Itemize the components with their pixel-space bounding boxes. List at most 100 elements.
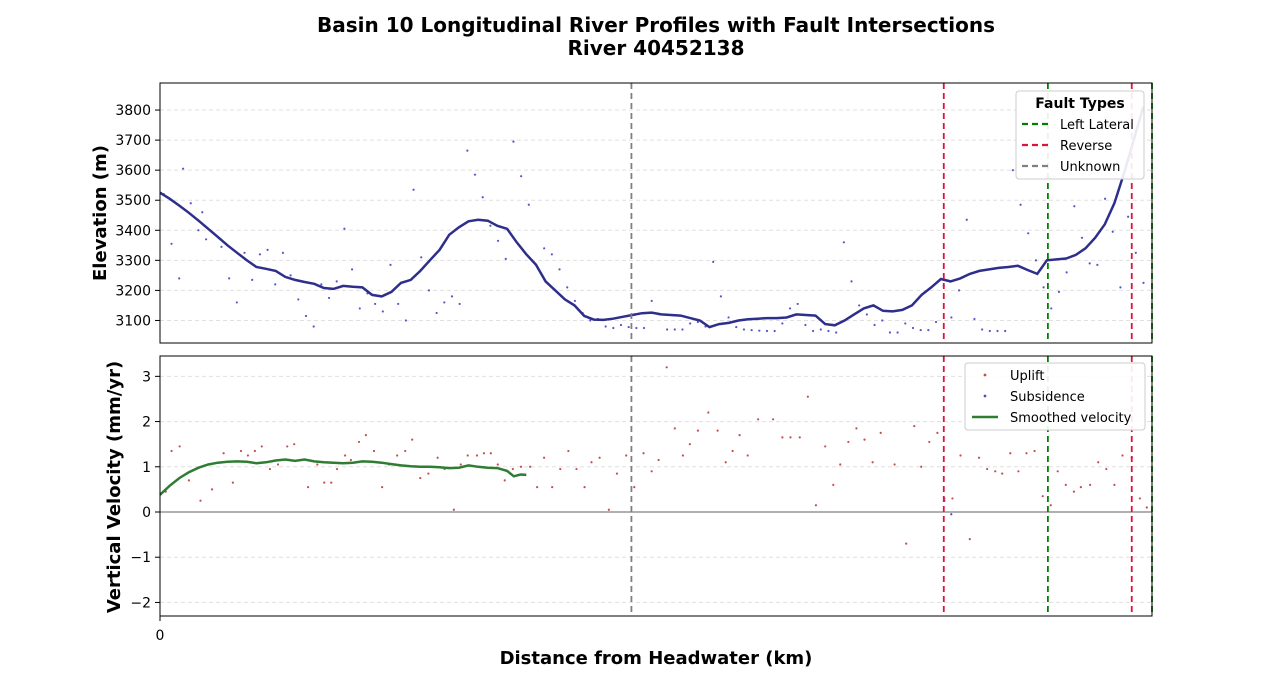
elevation-y-tick-label: 3400 [115,223,151,239]
uplift-point [222,452,225,455]
uplift-point [642,452,645,455]
elevation-point [312,325,315,328]
elevation-y-tick-label: 3200 [115,283,151,299]
elevation-point [358,307,361,310]
elevation-point [343,227,346,230]
elevation-point [573,299,577,303]
uplift-point [806,395,809,398]
elevation-point [420,256,423,259]
elevation-point [427,289,431,292]
fault-legend-entries: Left Lateral Reverse Unknown [1022,118,1134,175]
elevation-point [965,218,968,221]
elevation-point [804,323,807,327]
uplift-point [178,445,181,448]
elevation-point [297,298,300,301]
elevation-point [473,173,477,176]
uplift-point [511,467,514,471]
uplift-point [598,456,601,459]
elevation-point [466,149,469,152]
elevation-point [1111,230,1114,233]
elevation-point [512,140,515,143]
velocity-y-label: Vertical Velocity (mm/yr) [104,361,125,613]
uplift-point [1079,486,1082,489]
smoothed-velocity-line [159,458,527,496]
elevation-point [281,251,285,254]
elevation-point [904,322,907,325]
elevation-point [1011,169,1014,172]
elevation-point [235,301,238,304]
elevation-point [397,302,400,306]
uplift-point [959,454,962,457]
chart-title-line2: River 40452138 [567,36,744,60]
uplift-point [1001,472,1004,475]
uplift-point [968,538,971,541]
elevation-point [1080,236,1084,239]
x-tick-label-0: 0 [156,628,165,644]
uplift-point [260,445,263,448]
uplift-point [529,465,532,468]
elevation-point [927,328,930,332]
elevation-point [228,277,231,280]
elevation-point [1134,251,1137,254]
velocity-y-tick-label: 0 [142,505,151,521]
fault-legend-label: Reverse [1060,139,1112,154]
elevation-point [527,203,530,206]
elevation-y-tick-label: 3600 [115,163,151,179]
uplift-point [199,499,202,502]
uplift-point [246,454,250,457]
elevation-point [881,319,884,322]
elevation-point [443,301,446,304]
uplift-point [253,449,256,453]
uplift-point [475,454,479,457]
uplift-point [349,458,352,462]
uplift-point [832,483,835,486]
uplift-point [542,456,546,459]
fault-legend-box [1015,90,1145,180]
uplift-point [673,427,676,430]
elevation-axes-frame [159,82,1153,344]
velocity-y-tick-label: 1 [142,460,151,476]
uplift-point [372,449,376,453]
uplift-point [316,463,319,466]
uplift-point [239,449,243,453]
uplift-point [335,467,339,471]
elevation-point [335,280,338,283]
uplift-point [590,461,593,464]
uplift-point [798,436,801,439]
elevation-point [489,224,492,227]
elevation-point [888,331,892,334]
uplift-point [951,497,954,500]
elevation-point [504,257,507,260]
velocity-legend-label: Subsidence [1010,390,1085,405]
uplift-points [164,366,1148,545]
uplift-point [1041,495,1044,498]
uplift-point [633,486,636,489]
uplift-point [286,445,289,448]
uplift-point [716,429,719,432]
elevation-point [788,307,792,310]
elevation-point [1119,286,1122,289]
elevation-point [988,329,991,333]
elevation-point [919,328,922,332]
subsidence-point [950,513,953,516]
elevation-point [1027,232,1030,235]
uplift-point [1017,470,1020,473]
elevation-point [181,167,185,170]
elevation-point [178,277,181,280]
elevation-point [996,329,999,333]
uplift-point [814,504,818,507]
elevation-point [201,211,204,214]
uplift-point [871,461,874,464]
uplift-point [170,449,173,453]
elevation-point [865,313,868,316]
elevation-point [170,242,173,245]
elevation-point [258,253,261,256]
uplift-point [893,463,896,466]
uplift-point [1049,504,1052,507]
elevation-point [1065,271,1068,274]
elevation-point [604,325,607,328]
elevation-point [320,283,323,286]
elevation-point [727,316,730,319]
uplift-point [1089,483,1092,486]
